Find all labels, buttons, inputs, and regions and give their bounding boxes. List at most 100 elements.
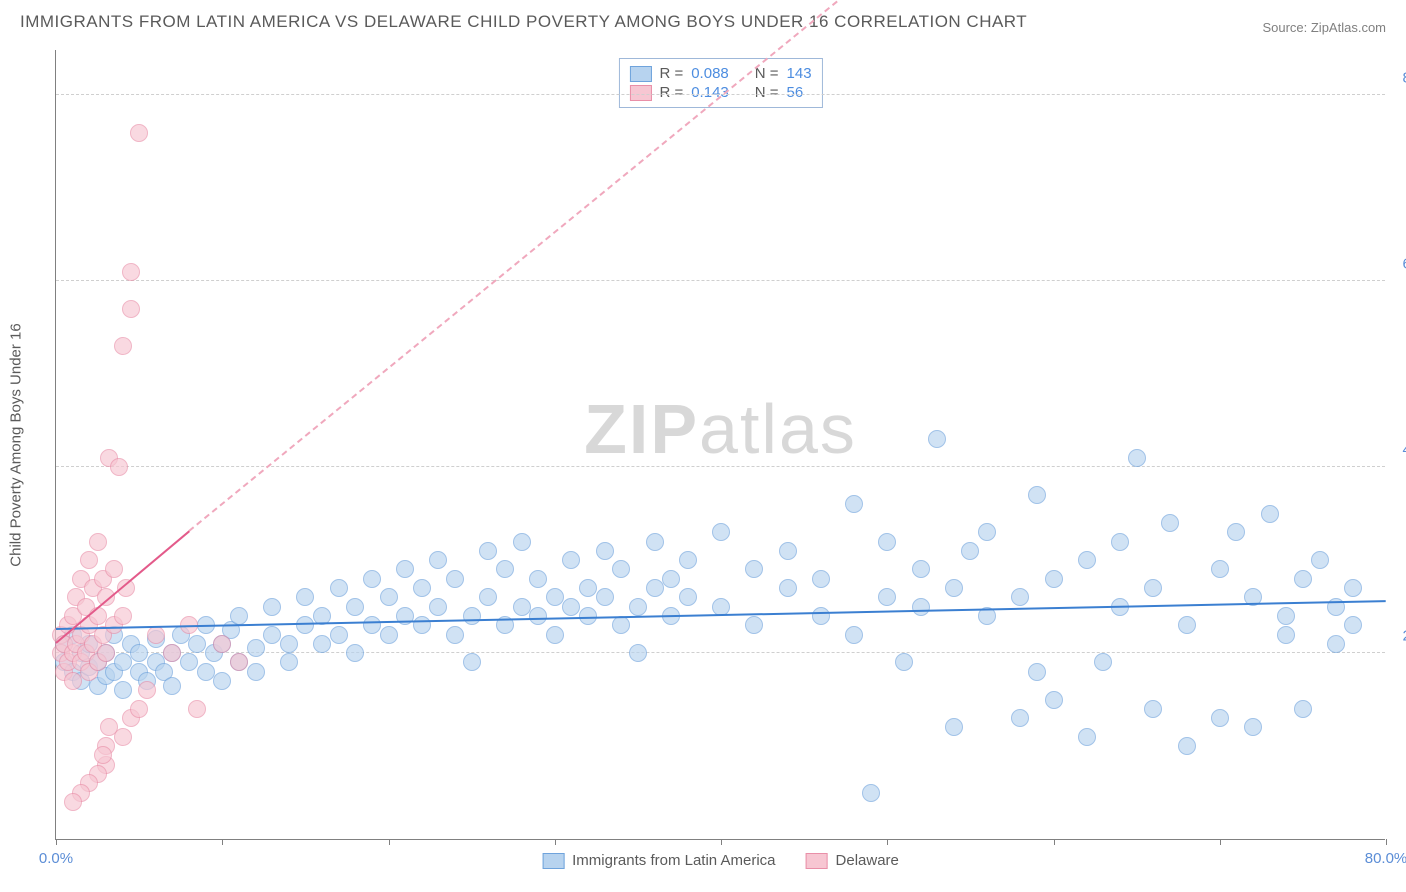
data-point-series1 <box>646 579 664 597</box>
r-label-1: R = <box>659 65 683 82</box>
legend-row-series2: R = 0.143 N = 56 <box>629 84 811 101</box>
legend-swatch <box>542 853 564 869</box>
n-label-2: N = <box>755 84 779 101</box>
data-point-series1 <box>446 570 464 588</box>
legend-row-series1: R = 0.088 N = 143 <box>629 65 811 82</box>
legend-label: Delaware <box>836 852 899 869</box>
data-point-series2 <box>230 653 248 671</box>
data-point-series1 <box>496 560 514 578</box>
chart-title: IMMIGRANTS FROM LATIN AMERICA VS DELAWAR… <box>20 12 1027 32</box>
data-point-series1 <box>263 598 281 616</box>
data-point-series1 <box>745 616 763 634</box>
data-point-series2 <box>94 746 112 764</box>
data-point-series2 <box>64 672 82 690</box>
data-point-series1 <box>1277 607 1295 625</box>
data-point-series2 <box>138 681 156 699</box>
data-point-series2 <box>122 263 140 281</box>
data-point-series1 <box>1178 616 1196 634</box>
data-point-series1 <box>961 542 979 560</box>
data-point-series1 <box>812 607 830 625</box>
data-point-series2 <box>80 551 98 569</box>
data-point-series1 <box>1327 635 1345 653</box>
data-point-series2 <box>105 560 123 578</box>
data-point-series1 <box>380 626 398 644</box>
source-citation: Source: ZipAtlas.com <box>1262 20 1386 35</box>
data-point-series1 <box>928 430 946 448</box>
data-point-series1 <box>396 560 414 578</box>
data-point-series1 <box>346 598 364 616</box>
data-point-series1 <box>1178 737 1196 755</box>
data-point-series1 <box>629 598 647 616</box>
data-point-series1 <box>296 616 314 634</box>
data-point-series1 <box>779 542 797 560</box>
data-point-series1 <box>429 598 447 616</box>
data-point-series1 <box>1094 653 1112 671</box>
data-point-series2 <box>188 700 206 718</box>
data-point-series2 <box>97 644 115 662</box>
data-point-series1 <box>745 560 763 578</box>
data-point-series1 <box>1045 570 1063 588</box>
data-point-series1 <box>629 644 647 662</box>
data-point-series1 <box>413 579 431 597</box>
n-value-1: 143 <box>787 65 812 82</box>
data-point-series1 <box>978 523 996 541</box>
data-point-series1 <box>247 639 265 657</box>
data-point-series1 <box>446 626 464 644</box>
data-point-series1 <box>1277 626 1295 644</box>
data-point-series1 <box>263 626 281 644</box>
data-point-series1 <box>1028 663 1046 681</box>
trend-line <box>188 1 838 532</box>
gridline-h <box>56 466 1385 467</box>
plot-area: Child Poverty Among Boys Under 16 ZIPatl… <box>55 50 1385 840</box>
data-point-series1 <box>280 635 298 653</box>
data-point-series1 <box>1144 579 1162 597</box>
n-label-1: N = <box>755 65 779 82</box>
data-point-series1 <box>1028 486 1046 504</box>
data-point-series1 <box>1244 718 1262 736</box>
data-point-series1 <box>380 588 398 606</box>
data-point-series1 <box>188 635 206 653</box>
y-tick-label: 20.0% <box>1390 628 1406 645</box>
data-point-series1 <box>1211 560 1229 578</box>
data-point-series1 <box>247 663 265 681</box>
data-point-series1 <box>1011 588 1029 606</box>
data-point-series1 <box>812 570 830 588</box>
x-tick-mark <box>1386 839 1387 845</box>
data-point-series2 <box>147 626 165 644</box>
data-point-series1 <box>1011 709 1029 727</box>
data-point-series2 <box>110 458 128 476</box>
x-tick-mark <box>887 839 888 845</box>
y-tick-label: 60.0% <box>1390 256 1406 273</box>
gridline-h <box>56 280 1385 281</box>
data-point-series1 <box>429 551 447 569</box>
data-point-series2 <box>213 635 231 653</box>
data-point-series1 <box>1294 700 1312 718</box>
data-point-series1 <box>296 588 314 606</box>
data-point-series1 <box>463 607 481 625</box>
x-tick-mark <box>721 839 722 845</box>
data-point-series1 <box>213 672 231 690</box>
data-point-series2 <box>89 533 107 551</box>
data-point-series2 <box>130 700 148 718</box>
series-legend: Immigrants from Latin AmericaDelaware <box>542 852 899 869</box>
data-point-series1 <box>463 653 481 671</box>
data-point-series1 <box>180 653 198 671</box>
data-point-series1 <box>562 551 580 569</box>
data-point-series1 <box>546 626 564 644</box>
x-tick-mark <box>56 839 57 845</box>
x-tick-label: 0.0% <box>39 850 73 867</box>
data-point-series1 <box>114 681 132 699</box>
data-point-series2 <box>130 124 148 142</box>
data-point-series1 <box>197 663 215 681</box>
data-point-series1 <box>562 598 580 616</box>
x-tick-mark <box>1220 839 1221 845</box>
data-point-series1 <box>513 598 531 616</box>
correlation-legend: R = 0.088 N = 143 R = 0.143 N = 56 <box>618 58 822 108</box>
legend-item-2: Delaware <box>806 852 899 869</box>
r-label-2: R = <box>659 84 683 101</box>
watermark-rest: atlas <box>699 390 857 468</box>
data-point-series1 <box>845 495 863 513</box>
data-point-series1 <box>130 644 148 662</box>
data-point-series1 <box>895 653 913 671</box>
data-point-series1 <box>646 533 664 551</box>
